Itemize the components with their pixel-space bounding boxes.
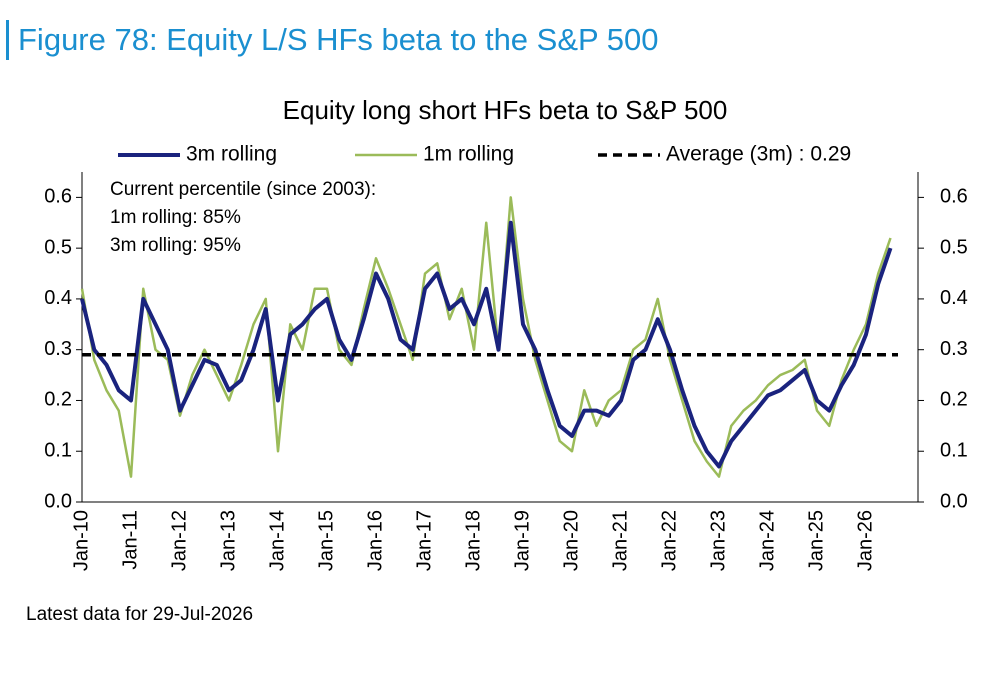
chart-title: Equity long short HFs beta to S&P 500 (283, 95, 728, 125)
y2-tick-label: 0.5 (940, 236, 968, 258)
x-tick-label: Jan-18 (462, 510, 484, 571)
y2-tick-label: 0.3 (940, 338, 968, 360)
x-tick-label: Jan-23 (707, 510, 729, 571)
y2-tick-label: 0.2 (940, 389, 968, 411)
x-tick-label: Jan-20 (560, 510, 582, 571)
annotation: Current percentile (since 2003): (110, 179, 376, 200)
y2-tick-label: 0.0 (940, 490, 968, 512)
annotation: 1m rolling: 85% (110, 207, 241, 228)
legend-label: Average (3m) : 0.29 (666, 143, 851, 166)
figure-title: Figure 78: Equity L/S HFs beta to the S&… (18, 22, 658, 57)
title-bar (6, 20, 9, 60)
y-tick-label: 0.3 (44, 338, 72, 360)
x-tick-label: Jan-25 (805, 510, 827, 571)
x-tick-label: Jan-22 (658, 510, 680, 571)
x-tick-label: Jan-12 (168, 510, 190, 571)
x-tick-label: Jan-16 (364, 510, 386, 571)
y2-tick-label: 0.1 (940, 440, 968, 462)
footnote: Latest data for 29-Jul-2026 (26, 604, 253, 625)
x-tick-label: Jan-21 (609, 510, 631, 571)
legend-label: 3m rolling (186, 143, 277, 166)
y2-tick-label: 0.4 (940, 287, 968, 309)
y-tick-label: 0.0 (44, 490, 72, 512)
x-tick-label: Jan-15 (315, 510, 337, 571)
y-tick-label: 0.1 (44, 440, 72, 462)
legend-label: 1m rolling (423, 143, 514, 166)
y2-tick-label: 0.6 (940, 186, 968, 208)
y-tick-label: 0.2 (44, 389, 72, 411)
annotation: 3m rolling: 95% (110, 235, 241, 256)
x-tick-label: Jan-10 (70, 510, 92, 571)
x-tick-label: Jan-14 (266, 510, 288, 571)
x-tick-label: Jan-13 (217, 510, 239, 571)
series-line (80, 220, 893, 469)
y-tick-label: 0.6 (44, 186, 72, 208)
x-tick-label: Jan-24 (756, 510, 778, 571)
x-tick-label: Jan-26 (854, 510, 876, 571)
series-line (80, 196, 892, 478)
x-tick-label: Jan-17 (413, 510, 435, 571)
y-tick-label: 0.4 (44, 287, 72, 309)
x-tick-label: Jan-19 (511, 510, 533, 571)
x-tick-label: Jan-11 (119, 510, 141, 570)
y-tick-label: 0.5 (44, 236, 72, 258)
